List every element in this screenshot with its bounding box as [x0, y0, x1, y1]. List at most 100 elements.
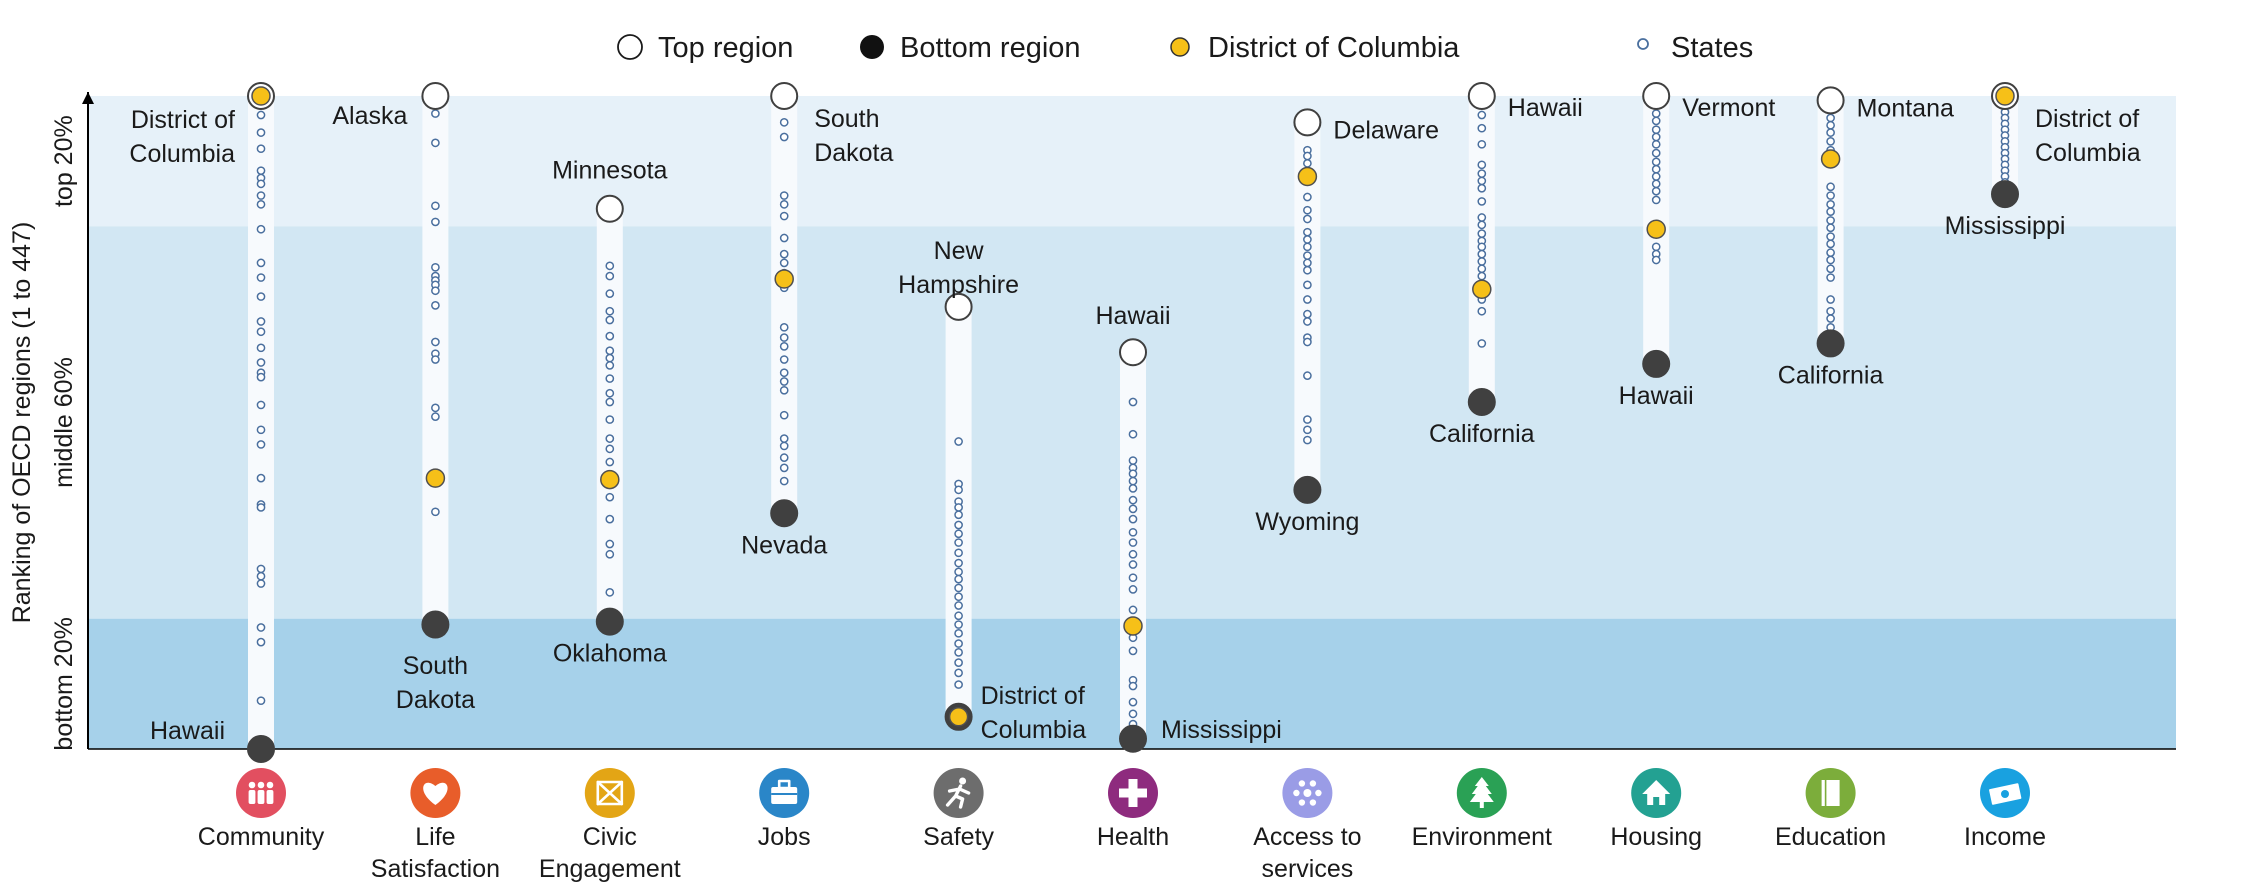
category-label: services: [1262, 855, 1354, 883]
person-head: [248, 781, 256, 789]
bottom-region-point: [1642, 349, 1671, 378]
state-point: [954, 558, 963, 568]
state-point: [256, 440, 266, 449]
top-region-point: [1119, 338, 1147, 367]
state-point: [954, 503, 963, 512]
state-point: [256, 637, 266, 647]
state-point: [1477, 123, 1487, 133]
state-point: [605, 444, 615, 454]
state-point: [256, 110, 266, 120]
state-point: [779, 476, 789, 486]
dc-point: [1820, 149, 1841, 169]
dc-point: [948, 707, 969, 727]
state-point: [1826, 239, 1835, 249]
state-point: [1477, 306, 1487, 316]
bottom-region-point: [421, 610, 450, 639]
person-head: [266, 781, 274, 789]
state-point: [1651, 109, 1661, 118]
cross-h: [1119, 788, 1147, 798]
state-point: [1651, 255, 1661, 265]
node: [1298, 780, 1306, 787]
state-point: [779, 258, 789, 268]
state-point: [1128, 549, 1138, 559]
state-point: [256, 372, 266, 382]
state-point: [1128, 476, 1138, 486]
y-axis: top 20% middle 60% bottom 20% Ranking of OE…: [8, 92, 2176, 751]
state-point: [1651, 132, 1661, 142]
state-point: [954, 567, 963, 577]
state-point: [1128, 697, 1138, 707]
state-point: [1477, 183, 1487, 193]
legend-marker-top: [617, 34, 643, 60]
state-point: [1477, 264, 1487, 274]
case-body: [771, 787, 798, 804]
state-point: [605, 415, 615, 424]
state-point: [605, 315, 615, 325]
state-point: [256, 224, 266, 234]
state-point: [1826, 255, 1835, 265]
state-point: [1826, 223, 1835, 233]
state-point: [256, 258, 266, 268]
state-point: [779, 385, 789, 395]
category-label: Jobs: [758, 823, 811, 851]
state-point: [1303, 280, 1312, 290]
state-point: [605, 434, 615, 443]
state-point: [1128, 573, 1138, 583]
top-region-label: New: [934, 237, 985, 265]
state-point: [605, 306, 615, 316]
state-point: [605, 457, 615, 467]
state-point: [1651, 116, 1661, 126]
category-label: Safety: [923, 823, 994, 851]
legend-label: District of Columbia: [1208, 32, 1460, 64]
state-point: [1128, 469, 1138, 479]
state-point: [779, 453, 789, 462]
state-point: [1477, 257, 1487, 266]
state-point: [779, 118, 789, 127]
state-point: [954, 648, 963, 657]
state-point: [605, 261, 615, 271]
legend-label: States: [1671, 32, 1753, 64]
state-point: [1826, 199, 1835, 209]
bottom-region-label: Dakota: [396, 686, 475, 714]
state-point: [256, 191, 266, 200]
state-point: [1651, 148, 1661, 158]
node-center: [1303, 789, 1312, 797]
state-point: [1128, 456, 1138, 465]
dc-point: [1123, 616, 1143, 636]
community-icon: [236, 768, 286, 818]
state-point: [1303, 242, 1312, 252]
state-point: [779, 249, 789, 259]
state-point: [779, 191, 789, 200]
state-point: [1128, 605, 1138, 615]
node: [1293, 789, 1300, 797]
top-region-point: [1293, 108, 1322, 137]
book-icon: [1805, 768, 1856, 818]
state-point: [1303, 435, 1312, 445]
state-point: [1651, 179, 1661, 189]
category-icons: Community Life Satisfaction Civic Engagement…: [198, 768, 2046, 883]
bottom-region-point: [1816, 329, 1845, 358]
state-point: [1477, 110, 1487, 120]
state-point: [1826, 207, 1835, 217]
top-region-label: District of: [131, 106, 235, 134]
legend-label: Bottom region: [900, 32, 1081, 64]
state-point: [1651, 164, 1661, 174]
dc-point: [251, 86, 271, 106]
bottom-region-label: District of: [981, 682, 1085, 710]
state-point: [431, 507, 440, 517]
bottom-region-label: Mississippi: [1161, 716, 1282, 744]
top-region-label: Hawaii: [1508, 94, 1583, 122]
person-head: [257, 781, 265, 789]
house-icon: [1631, 768, 1682, 818]
state-point: [954, 658, 963, 667]
state-point: [431, 286, 440, 296]
heart-icon: [410, 768, 461, 818]
state-point: [431, 337, 440, 347]
top-region-point: [1642, 82, 1671, 110]
bottom-region-point: [1467, 388, 1496, 417]
runner-icon: [933, 768, 984, 818]
dc-point: [425, 468, 446, 488]
state-point: [605, 492, 615, 502]
house-door: [1653, 797, 1660, 805]
